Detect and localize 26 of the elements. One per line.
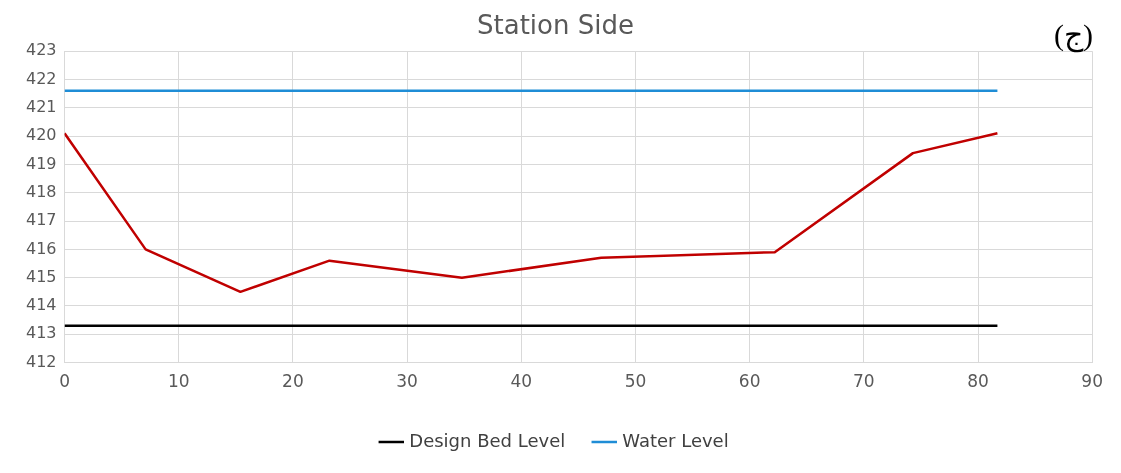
x-tick-label: 50	[624, 371, 647, 392]
legend-label: Water Level	[622, 429, 729, 451]
x-tick-label: 0	[59, 371, 70, 392]
y-tick-label: 412	[25, 351, 57, 371]
y-tick-label: 422	[25, 68, 57, 88]
y-tick-label: 417	[25, 210, 57, 230]
text: (ج)	[1054, 17, 1093, 53]
chart-title: Station Side	[477, 10, 634, 41]
y-tick-label: 414	[25, 295, 57, 315]
y-tick-label: 415	[25, 266, 57, 286]
x-tick-label: 10	[167, 371, 190, 392]
x-tick-label: 20	[282, 371, 304, 392]
y-tick-label: 420	[25, 125, 57, 145]
x-tick-label: 70	[853, 371, 875, 392]
y-tick-label: 416	[25, 238, 57, 258]
x-tick-label: 90	[1081, 371, 1103, 392]
x-tick-label: 40	[510, 371, 533, 392]
y-tick-label: 419	[25, 153, 57, 173]
y-tick-label: 418	[25, 181, 57, 201]
x-tick-label: 80	[967, 371, 989, 392]
x-tick-label: 30	[396, 371, 418, 392]
y-tick-label: 421	[25, 96, 57, 116]
x-tick-label: 60	[738, 371, 761, 392]
y-tick-label: 413	[25, 323, 57, 343]
y-tick-label: 423	[25, 40, 57, 60]
legend-label: Design Bed Level	[409, 429, 566, 451]
